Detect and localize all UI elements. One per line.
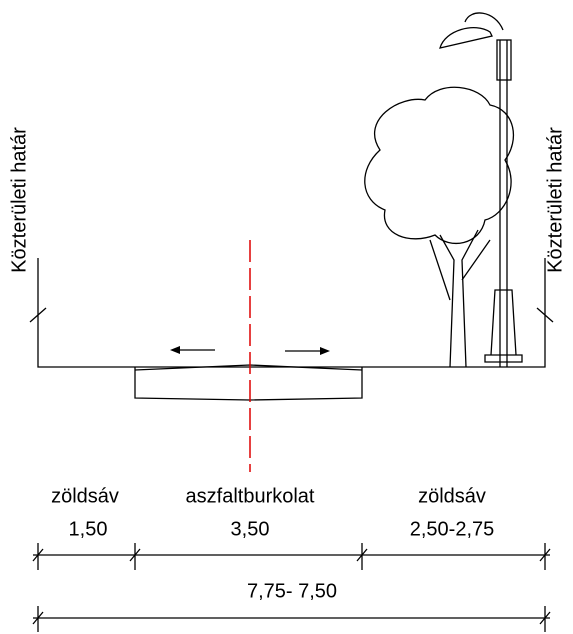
- zone-name: aszfaltburkolat: [186, 485, 315, 507]
- zone-name: zöldsáv: [418, 485, 486, 507]
- zone-width: 3,50: [231, 518, 270, 540]
- boundary-tick: [536, 307, 554, 323]
- lamp-sign: [496, 39, 512, 81]
- pavement: [134, 367, 363, 401]
- arrowhead: [320, 347, 330, 355]
- total-width: 7,75- 7,50: [247, 580, 337, 602]
- lamp-base: [484, 289, 523, 363]
- zone-width: 2,50-2,75: [410, 518, 495, 540]
- boundary-label: Közterületi határ: [544, 127, 566, 273]
- arrowhead: [170, 346, 180, 354]
- tree-trunk: [429, 229, 491, 368]
- boundary-tick: [29, 307, 47, 323]
- lamp-pole: [464, 12, 508, 367]
- tree-canopy: [364, 86, 514, 244]
- total-dimension-line: [32, 606, 551, 632]
- boundary-label: Közterületi határ: [8, 127, 30, 273]
- zone-name: zöldsáv: [51, 485, 119, 507]
- lamp-shade: [439, 27, 493, 49]
- zone-width: 1,50: [69, 518, 108, 540]
- dimension-line: [32, 543, 551, 570]
